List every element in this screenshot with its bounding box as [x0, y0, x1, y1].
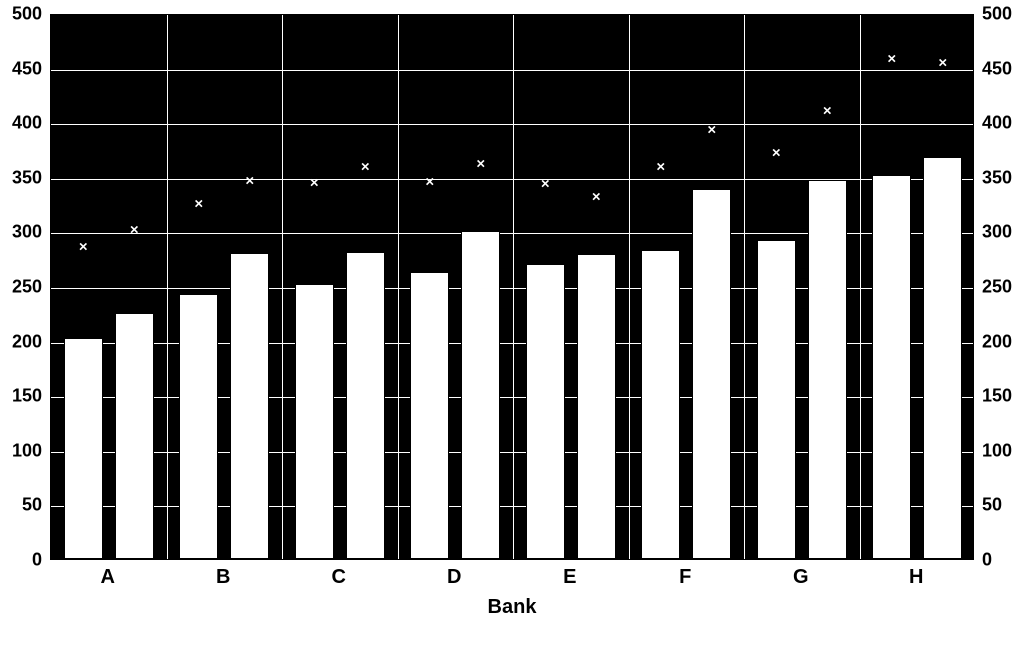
marker-2010: × [656, 159, 665, 174]
bar-2016 [461, 231, 500, 559]
legend-swatch [443, 635, 454, 646]
x-tick-label: A [101, 566, 115, 589]
marker-2016: × [245, 173, 254, 188]
marker-2010: × [310, 176, 319, 191]
legend-swatch [524, 635, 535, 646]
legend-item: 2010 [443, 630, 500, 651]
marker-2010: × [194, 196, 203, 211]
y-tick-left: 150 [0, 386, 42, 407]
bar-2016 [923, 157, 962, 559]
plot-area: × × × × × × × × × × × × × × × × [50, 14, 974, 560]
x-tick-label: D [447, 566, 461, 589]
marker-2016: × [823, 104, 832, 119]
marker-2010: × [79, 239, 88, 254]
bar-2010 [295, 284, 334, 559]
grid-line-h [51, 124, 973, 125]
grid-line-v [744, 15, 745, 559]
grid-line-v [513, 15, 514, 559]
marker-2016: × [476, 156, 485, 171]
marker-2010: × [887, 51, 896, 66]
y-tick-left: 300 [0, 222, 42, 243]
bar-2010 [410, 272, 449, 559]
x-tick-label: C [332, 566, 346, 589]
bar-2016 [115, 313, 154, 559]
grid-line-v [282, 15, 283, 559]
bar-2010 [757, 240, 796, 559]
bar-2010 [872, 175, 911, 559]
y-tick-left: 250 [0, 277, 42, 298]
grid-line-h [51, 70, 973, 71]
x-axis-title: Bank [488, 596, 537, 619]
y-tick-right: 300 [982, 222, 1024, 243]
marker-2010: × [541, 177, 550, 192]
y-tick-right: 400 [982, 113, 1024, 134]
y-tick-left: 350 [0, 167, 42, 188]
bar-2010 [641, 250, 680, 559]
chart-frame: × × × × × × × × × × × × × × × × 0 0 50 50 100 100 150 150 200 20… [0, 0, 1024, 669]
x-tick-label: G [793, 566, 809, 589]
bar-2016 [346, 252, 385, 559]
bar-2010 [179, 294, 218, 559]
y-tick-left: 200 [0, 331, 42, 352]
marker-2016: × [361, 159, 370, 174]
marker-2010: × [425, 175, 434, 190]
bar-2016 [577, 254, 616, 559]
y-tick-right: 250 [982, 277, 1024, 298]
grid-line-v [167, 15, 168, 559]
legend: 2010 2016 [443, 630, 581, 651]
y-tick-left: 450 [0, 58, 42, 79]
marker-2016: × [707, 122, 716, 137]
grid-line-v [860, 15, 861, 559]
y-tick-right: 100 [982, 440, 1024, 461]
x-tick-label: B [216, 566, 230, 589]
y-tick-left: 50 [0, 495, 42, 516]
y-tick-left: 500 [0, 4, 42, 25]
marker-2016: × [592, 190, 601, 205]
legend-label: 2010 [460, 630, 500, 651]
x-tick-label: H [909, 566, 923, 589]
bar-2010 [526, 264, 565, 559]
bar-2010 [64, 338, 103, 559]
grid-line-v [629, 15, 630, 559]
y-tick-right: 200 [982, 331, 1024, 352]
marker-2016: × [938, 56, 947, 71]
y-tick-left: 100 [0, 440, 42, 461]
legend-label: 2016 [541, 630, 581, 651]
marker-2010: × [772, 145, 781, 160]
grid-line-v [398, 15, 399, 559]
bar-2016 [808, 180, 847, 559]
y-tick-right: 350 [982, 167, 1024, 188]
legend-item: 2016 [524, 630, 581, 651]
y-tick-right: 150 [982, 386, 1024, 407]
x-tick-label: F [679, 566, 691, 589]
y-tick-right: 0 [982, 550, 1024, 571]
y-tick-left: 400 [0, 113, 42, 134]
y-tick-left: 0 [0, 550, 42, 571]
y-tick-right: 500 [982, 4, 1024, 25]
bar-2016 [692, 189, 731, 559]
bar-2016 [230, 253, 269, 559]
y-tick-right: 450 [982, 58, 1024, 79]
x-tick-label: E [563, 566, 576, 589]
marker-2016: × [130, 223, 139, 238]
y-tick-right: 50 [982, 495, 1024, 516]
